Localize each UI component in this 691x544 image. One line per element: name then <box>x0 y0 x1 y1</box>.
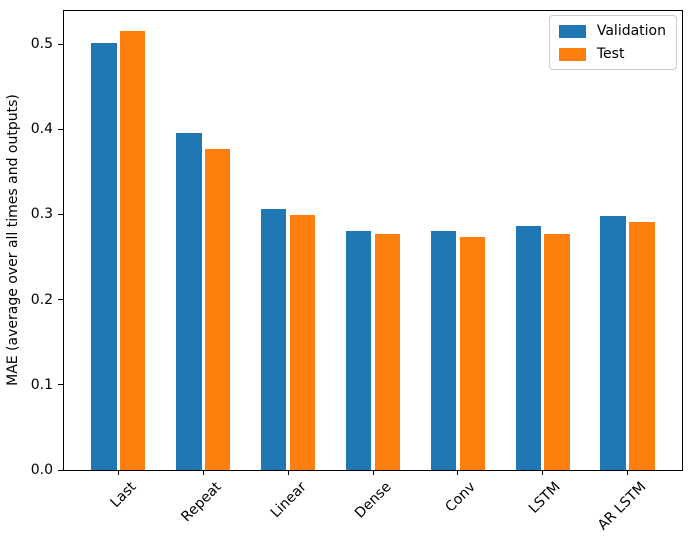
legend-label-test: Test <box>596 46 625 62</box>
y-tick-mark <box>58 384 63 386</box>
x-tick-mark <box>117 470 119 475</box>
x-tick-label: Conv <box>442 479 480 516</box>
x-tick-label: AR LSTM <box>594 479 649 534</box>
y-tick-label: 0.5 <box>30 36 53 53</box>
x-tick-mark <box>202 470 204 475</box>
bar-validation-lstm <box>515 226 542 470</box>
x-tick-mark <box>457 470 459 475</box>
bar-validation-repeat <box>176 132 202 470</box>
legend-swatch-validation <box>558 24 586 38</box>
x-tick-label: Repeat <box>178 479 225 526</box>
bar-test-linear <box>289 215 316 470</box>
y-tick-label: 0.0 <box>30 462 53 478</box>
bar-test-last <box>120 31 146 470</box>
x-tick-label: Dense <box>351 479 395 522</box>
bar-validation-linear <box>260 209 287 470</box>
y-tick-mark <box>58 213 63 215</box>
bar-validation-conv <box>430 231 457 470</box>
bar-validation-dense <box>345 230 372 470</box>
y-axis-label: MAE (average over all times and outputs) <box>5 94 21 386</box>
legend-entry-test: Test <box>558 46 666 62</box>
bar-test-lstm <box>544 234 570 470</box>
y-tick-label: 0.3 <box>30 206 53 223</box>
x-tick-label: Linear <box>267 479 310 522</box>
y-tick-mark <box>58 128 63 130</box>
bar-test-ar-lstm <box>629 222 655 470</box>
bar-validation-ar-lstm <box>600 216 626 470</box>
x-tick-mark <box>542 470 544 475</box>
legend-swatch-test <box>558 47 586 61</box>
y-tick-mark <box>58 43 63 45</box>
plot-area <box>63 10 683 471</box>
legend: Validation Test <box>548 15 677 70</box>
bar-test-conv <box>459 236 486 470</box>
bar-test-dense <box>374 234 401 470</box>
x-tick-mark <box>372 470 374 475</box>
y-tick-label: 0.1 <box>30 376 53 393</box>
x-tick-label: LSTM <box>526 479 565 517</box>
y-tick-label: 0.4 <box>30 121 53 138</box>
y-tick-label: 0.2 <box>30 291 53 308</box>
legend-label-validation: Validation <box>596 23 666 39</box>
x-tick-label: Last <box>107 479 140 511</box>
bar-test-repeat <box>204 148 231 470</box>
y-tick-mark <box>58 299 63 301</box>
legend-entry-validation: Validation <box>558 23 666 39</box>
y-tick-mark <box>58 469 63 471</box>
x-tick-mark <box>627 470 629 475</box>
bar-validation-last <box>91 43 117 470</box>
x-tick-mark <box>287 470 289 475</box>
